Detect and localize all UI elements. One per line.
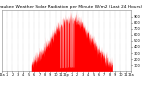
Title: Milwaukee Weather Solar Radiation per Minute W/m2 (Last 24 Hours): Milwaukee Weather Solar Radiation per Mi… <box>0 5 142 9</box>
